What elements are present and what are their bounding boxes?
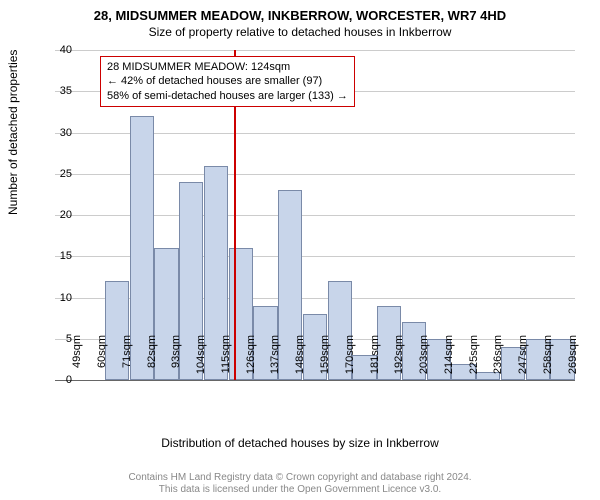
chart-container: 28, MIDSUMMER MEADOW, INKBERROW, WORCEST…: [0, 0, 600, 500]
footer-line1: Contains HM Land Registry data © Crown c…: [0, 472, 600, 484]
x-tick-label: 269sqm: [567, 335, 579, 385]
x-tick-label: 192sqm: [393, 335, 405, 385]
x-tick-label: 258sqm: [542, 335, 554, 385]
x-tick-label: 148sqm: [294, 335, 306, 385]
x-tick-label: 71sqm: [121, 335, 133, 385]
plot-area: 28 MIDSUMMER MEADOW: 124sqm ← 42% of det…: [55, 50, 575, 381]
x-tick-label: 82sqm: [146, 335, 158, 385]
footer-line2: This data is licensed under the Open Gov…: [0, 484, 600, 496]
y-tick-label: 10: [52, 292, 72, 304]
y-tick-label: 40: [52, 44, 72, 56]
page-title: 28, MIDSUMMER MEADOW, INKBERROW, WORCEST…: [0, 0, 600, 23]
y-tick-label: 35: [52, 85, 72, 97]
y-tick-label: 5: [52, 333, 72, 345]
y-tick-label: 15: [52, 250, 72, 262]
x-tick-label: 49sqm: [71, 335, 83, 385]
footer-text: Contains HM Land Registry data © Crown c…: [0, 472, 600, 496]
x-tick-label: 214sqm: [443, 335, 455, 385]
x-tick-label: 60sqm: [96, 335, 108, 385]
x-tick-label: 247sqm: [517, 335, 529, 385]
annotation-line2: ← 42% of detached houses are smaller (97…: [107, 74, 348, 88]
x-tick-label: 236sqm: [492, 335, 504, 385]
y-tick-label: 0: [52, 374, 72, 386]
y-axis-label: Number of detached properties: [6, 50, 20, 215]
annotation-box: 28 MIDSUMMER MEADOW: 124sqm ← 42% of det…: [100, 56, 355, 107]
y-tick-label: 20: [52, 209, 72, 221]
x-tick-label: 104sqm: [195, 335, 207, 385]
x-tick-label: 115sqm: [220, 335, 232, 385]
y-tick-label: 25: [52, 168, 72, 180]
x-tick-label: 170sqm: [344, 335, 356, 385]
x-tick-label: 181sqm: [369, 335, 381, 385]
x-tick-label: 225sqm: [468, 335, 480, 385]
annotation-line3: 58% of semi-detached houses are larger (…: [107, 89, 348, 103]
x-tick-label: 93sqm: [170, 335, 182, 385]
page-subtitle: Size of property relative to detached ho…: [0, 23, 600, 39]
x-tick-label: 137sqm: [269, 335, 281, 385]
y-tick-label: 30: [52, 127, 72, 139]
x-tick-label: 159sqm: [319, 335, 331, 385]
x-tick-label: 126sqm: [245, 335, 257, 385]
x-tick-label: 203sqm: [418, 335, 430, 385]
annotation-line1: 28 MIDSUMMER MEADOW: 124sqm: [107, 60, 348, 74]
x-axis-label: Distribution of detached houses by size …: [0, 436, 600, 450]
